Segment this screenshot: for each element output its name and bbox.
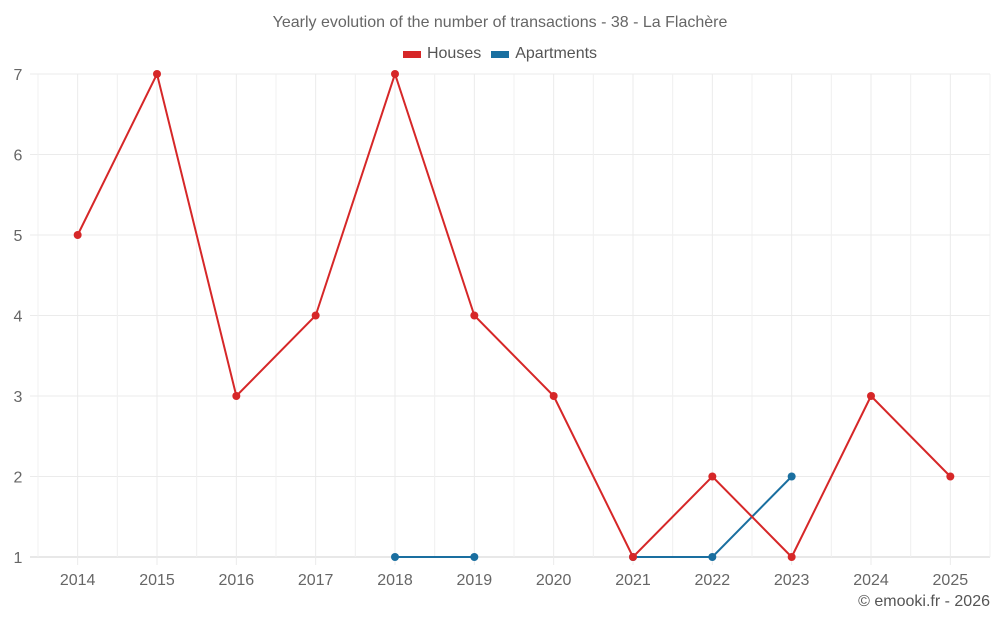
y-tick-label: 2 (14, 470, 23, 487)
data-point-apartments[interactable] (787, 472, 796, 481)
y-tick-label: 4 (14, 309, 23, 326)
data-point-apartments[interactable] (708, 553, 717, 561)
chart-title: Yearly evolution of the number of transa… (272, 14, 728, 31)
x-tick-label: 2023 (774, 572, 810, 589)
data-point-houses[interactable] (629, 553, 637, 561)
data-point-houses[interactable] (867, 392, 875, 400)
y-tick-label: 1 (14, 550, 23, 567)
houses-swatch-icon (402, 50, 421, 58)
x-tick-label: 2022 (695, 572, 731, 589)
y-tick-label: 6 (14, 148, 23, 165)
x-tick-label: 2021 (615, 572, 651, 589)
legend-item-apartments[interactable]: Apartments (491, 45, 597, 63)
x-tick-label: 2024 (853, 572, 889, 589)
x-tick-label: 2018 (377, 572, 413, 589)
y-tick-label: 7 (14, 67, 23, 84)
data-point-apartments[interactable] (470, 553, 479, 561)
copyright-credit: © emooki.fr - 2026 (858, 593, 990, 610)
data-point-houses[interactable] (73, 231, 82, 239)
apartments-swatch-icon (491, 50, 510, 58)
legend-label: Apartments (515, 45, 598, 62)
x-tick-label: 2015 (139, 572, 175, 589)
data-point-houses[interactable] (946, 472, 955, 481)
legend-item-houses[interactable]: Houses (402, 45, 482, 63)
y-tick-label: 5 (14, 228, 23, 245)
data-point-houses[interactable] (391, 70, 399, 78)
x-tick-label: 2019 (457, 572, 493, 589)
data-point-houses[interactable] (787, 553, 796, 561)
x-tick-label: 2020 (536, 572, 572, 589)
data-point-houses[interactable] (708, 472, 717, 481)
y-tick-label: 3 (14, 389, 23, 406)
x-tick-label: 2016 (219, 572, 255, 589)
x-tick-label: 2017 (298, 572, 334, 589)
data-point-apartments[interactable] (391, 553, 399, 561)
data-point-houses[interactable] (311, 311, 320, 320)
data-point-houses[interactable] (549, 392, 558, 400)
data-point-houses[interactable] (153, 70, 161, 78)
data-point-houses[interactable] (470, 311, 479, 320)
legend: Houses Apartments (0, 45, 1000, 63)
x-tick-label: 2014 (60, 572, 96, 589)
data-point-houses[interactable] (232, 392, 241, 400)
series-line-houses (76, 70, 952, 559)
x-tick-label: 2025 (933, 572, 969, 589)
legend-label: Houses (426, 45, 482, 62)
